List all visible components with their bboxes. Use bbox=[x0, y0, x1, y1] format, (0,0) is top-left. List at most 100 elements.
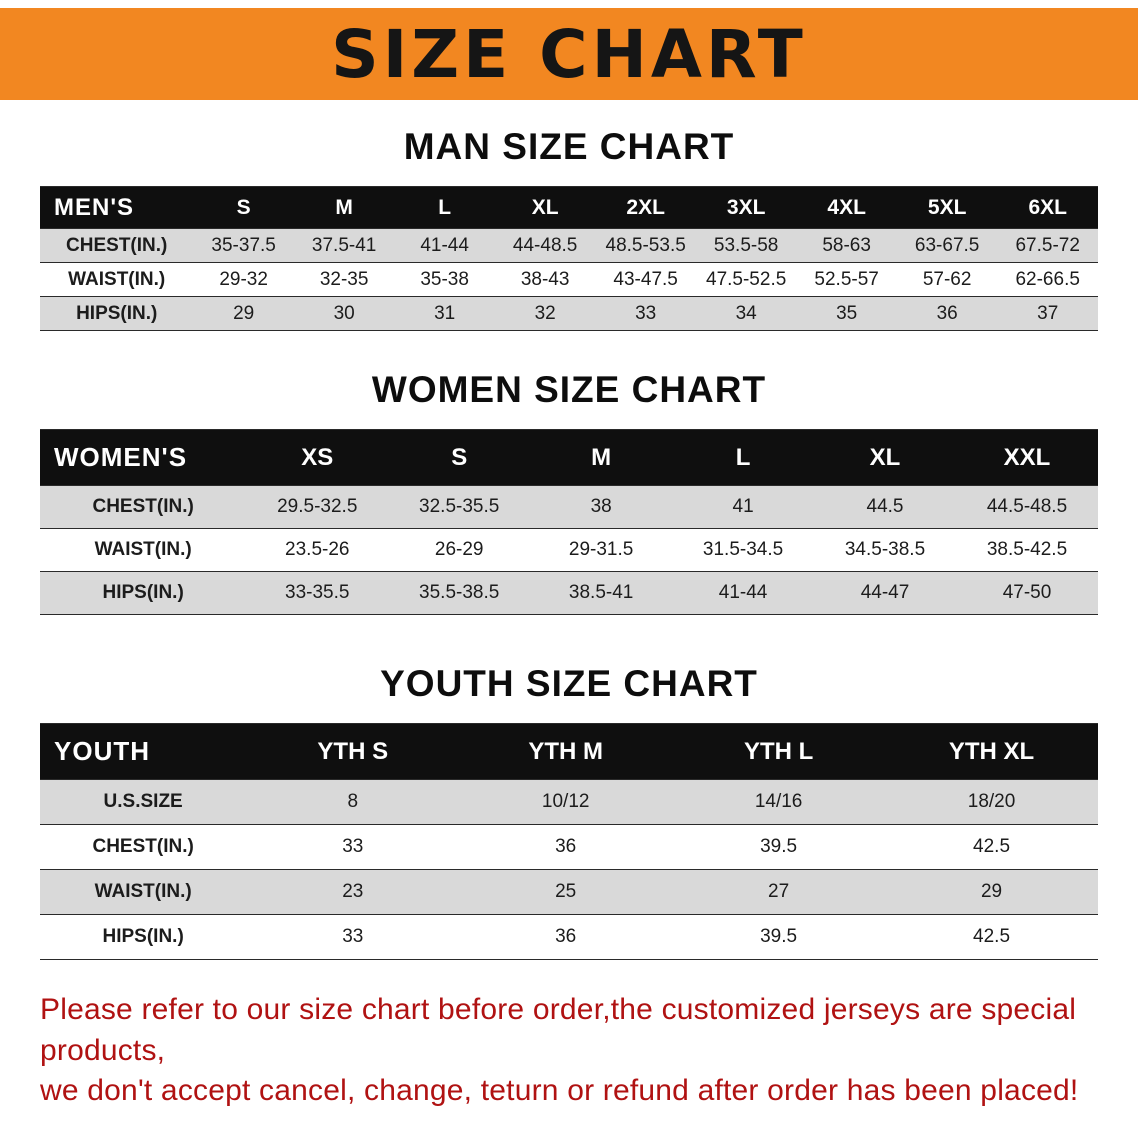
table-row: CHEST(IN.) 33 36 39.5 42.5 bbox=[40, 824, 1098, 870]
size-cell: 18/20 bbox=[885, 779, 1098, 825]
size-cell: 27 bbox=[672, 869, 886, 915]
youth-section-heading: YOUTH SIZE CHART bbox=[380, 663, 758, 704]
disclaimer-text: Please refer to our size chart before or… bbox=[40, 990, 1098, 1112]
size-column-header: 3XL bbox=[695, 186, 797, 229]
size-cell: 33 bbox=[246, 914, 460, 960]
row-label: CHEST(IN.) bbox=[40, 824, 247, 870]
men-table-corner-label: MEN'S bbox=[40, 186, 194, 229]
size-cell: 44.5-48.5 bbox=[955, 485, 1098, 529]
size-column-header: YTH M bbox=[459, 723, 673, 780]
row-label: CHEST(IN.) bbox=[40, 485, 247, 529]
size-column-header: 5XL bbox=[896, 186, 998, 229]
size-cell: 31 bbox=[394, 296, 495, 331]
women-size-table: WOMEN'S XS S M L XL XXL CHEST(IN.) 29.5-… bbox=[40, 429, 1098, 615]
size-column-header: XL bbox=[814, 429, 956, 486]
size-column-header: XXL bbox=[955, 429, 1098, 486]
size-cell: 23 bbox=[246, 869, 460, 915]
youth-size-table: YOUTH YTH S YTH M YTH L YTH XL U.S.SIZE … bbox=[40, 723, 1098, 960]
men-size-table: MEN'S S M L XL 2XL 3XL 4XL 5XL 6XL CHEST… bbox=[40, 186, 1098, 331]
size-column-header: YTH L bbox=[672, 723, 886, 780]
size-cell: 35-38 bbox=[394, 262, 495, 297]
size-cell: 48.5-53.5 bbox=[595, 228, 696, 263]
size-cell: 39.5 bbox=[672, 914, 886, 960]
row-label: HIPS(IN.) bbox=[40, 296, 194, 331]
size-cell: 34 bbox=[695, 296, 797, 331]
size-cell: 32.5-35.5 bbox=[388, 485, 531, 529]
size-cell: 25 bbox=[459, 869, 673, 915]
size-cell: 36 bbox=[459, 824, 673, 870]
size-cell: 32-35 bbox=[293, 262, 395, 297]
size-cell: 47-50 bbox=[955, 571, 1098, 615]
size-cell: 35-37.5 bbox=[193, 228, 294, 263]
size-cell: 67.5-72 bbox=[997, 228, 1098, 263]
women-table-corner-label: WOMEN'S bbox=[40, 429, 247, 486]
table-row: WAIST(IN.) 23.5-26 26-29 29-31.5 31.5-34… bbox=[40, 528, 1098, 572]
table-row: CHEST(IN.) 29.5-32.5 32.5-35.5 38 41 44.… bbox=[40, 485, 1098, 529]
title-banner: SIZE CHART bbox=[0, 8, 1138, 100]
size-cell: 63-67.5 bbox=[896, 228, 998, 263]
size-cell: 41-44 bbox=[672, 571, 815, 615]
size-column-header: 4XL bbox=[796, 186, 897, 229]
size-column-header: S bbox=[388, 429, 531, 486]
size-cell: 37.5-41 bbox=[293, 228, 395, 263]
table-row: WAIST(IN.) 29-32 32-35 35-38 38-43 43-47… bbox=[40, 262, 1098, 297]
size-cell: 29.5-32.5 bbox=[246, 485, 389, 529]
size-cell: 8 bbox=[246, 779, 460, 825]
size-cell: 36 bbox=[896, 296, 998, 331]
size-column-header: YTH XL bbox=[885, 723, 1098, 780]
size-column-header: M bbox=[530, 429, 673, 486]
size-cell: 29 bbox=[193, 296, 294, 331]
size-column-header: YTH S bbox=[246, 723, 460, 780]
size-cell: 35 bbox=[796, 296, 897, 331]
table-header-row: YOUTH YTH S YTH M YTH L YTH XL bbox=[40, 723, 1098, 780]
size-cell: 26-29 bbox=[388, 528, 531, 572]
table-row: U.S.SIZE 8 10/12 14/16 18/20 bbox=[40, 779, 1098, 825]
size-cell: 30 bbox=[293, 296, 395, 331]
size-column-header: 6XL bbox=[997, 186, 1098, 229]
size-cell: 29-32 bbox=[193, 262, 294, 297]
size-cell: 42.5 bbox=[885, 914, 1098, 960]
size-cell: 23.5-26 bbox=[246, 528, 389, 572]
row-label: U.S.SIZE bbox=[40, 779, 247, 825]
size-cell: 41-44 bbox=[394, 228, 495, 263]
size-cell: 53.5-58 bbox=[695, 228, 797, 263]
size-cell: 44-47 bbox=[814, 571, 956, 615]
size-cell: 38.5-42.5 bbox=[955, 528, 1098, 572]
row-label: WAIST(IN.) bbox=[40, 528, 247, 572]
size-cell: 38 bbox=[530, 485, 673, 529]
size-cell: 42.5 bbox=[885, 824, 1098, 870]
size-cell: 33 bbox=[595, 296, 696, 331]
row-label: CHEST(IN.) bbox=[40, 228, 194, 263]
size-cell: 57-62 bbox=[896, 262, 998, 297]
size-cell: 14/16 bbox=[672, 779, 886, 825]
size-cell: 36 bbox=[459, 914, 673, 960]
size-cell: 44-48.5 bbox=[494, 228, 596, 263]
table-row: HIPS(IN.) 33 36 39.5 42.5 bbox=[40, 914, 1098, 960]
page-title: SIZE CHART bbox=[331, 15, 807, 93]
table-header-row: MEN'S S M L XL 2XL 3XL 4XL 5XL 6XL bbox=[40, 186, 1098, 229]
table-row: WAIST(IN.) 23 25 27 29 bbox=[40, 869, 1098, 915]
women-section-heading: WOMEN SIZE CHART bbox=[371, 369, 767, 410]
table-row: CHEST(IN.) 35-37.5 37.5-41 41-44 44-48.5… bbox=[40, 228, 1098, 263]
size-cell: 47.5-52.5 bbox=[695, 262, 797, 297]
size-cell: 41 bbox=[672, 485, 815, 529]
table-header-row: WOMEN'S XS S M L XL XXL bbox=[40, 429, 1098, 486]
size-cell: 10/12 bbox=[459, 779, 673, 825]
size-cell: 35.5-38.5 bbox=[388, 571, 531, 615]
size-cell: 33-35.5 bbox=[246, 571, 389, 615]
size-cell: 34.5-38.5 bbox=[814, 528, 956, 572]
size-column-header: 2XL bbox=[595, 186, 696, 229]
size-column-header: XL bbox=[494, 186, 596, 229]
youth-table-corner-label: YOUTH bbox=[40, 723, 247, 780]
size-cell: 52.5-57 bbox=[796, 262, 897, 297]
row-label: WAIST(IN.) bbox=[40, 262, 194, 297]
men-section-heading: MAN SIZE CHART bbox=[403, 126, 735, 167]
size-cell: 31.5-34.5 bbox=[672, 528, 815, 572]
size-cell: 62-66.5 bbox=[997, 262, 1098, 297]
disclaimer-line-2: we don't accept cancel, change, teturn o… bbox=[40, 1074, 1079, 1107]
size-cell: 58-63 bbox=[796, 228, 897, 263]
size-cell: 33 bbox=[246, 824, 460, 870]
size-cell: 43-47.5 bbox=[595, 262, 696, 297]
size-cell: 38-43 bbox=[494, 262, 596, 297]
size-cell: 39.5 bbox=[672, 824, 886, 870]
